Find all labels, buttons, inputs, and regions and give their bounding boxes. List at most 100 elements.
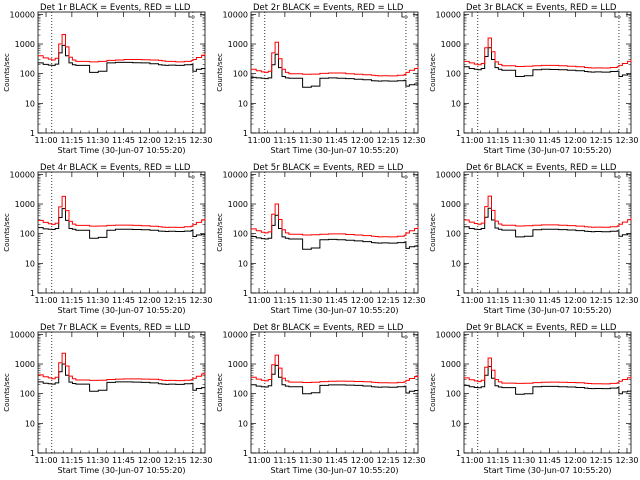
x-tick-label: 11:00: [461, 136, 484, 145]
y-axis-label: Counts/sec: [216, 53, 224, 92]
lld-series-line: [38, 34, 206, 63]
x-tick-label: 11:45: [325, 456, 348, 465]
x-axis-label: Start Time (30-Jun-07 10:55:20): [271, 466, 399, 475]
chart-svg: Det 4r BLACK = Events, RED = LLD 1 10 100 10…: [3, 163, 213, 315]
chart-svg: Det 3r BLACK = Events, RED = LLD 1 10 100 10…: [429, 3, 639, 155]
plot-frame: [37, 331, 206, 454]
chart-svg: Det 7r BLACK = Events, RED = LLD 1 10 100 10…: [3, 323, 213, 475]
x-tick-label: 12:00: [138, 296, 161, 305]
detector-panel: Det 7r BLACK = Events, RED = LLD 1 10 100 10…: [0, 320, 213, 480]
interval-marker: [401, 12, 408, 18]
chart-title: Det 5r BLACK = Events, RED = LLD: [253, 163, 404, 173]
detector-panel: Det 1r BLACK = Events, RED = LLD 1 10 100 10…: [0, 0, 213, 160]
y-tick-label: 1: [243, 449, 248, 458]
x-tick-label: 11:45: [538, 456, 561, 465]
events-series-line: [464, 207, 632, 238]
x-tick-label: 12:00: [564, 136, 587, 145]
chart-title: Det 4r BLACK = Events, RED = LLD: [40, 163, 191, 173]
chart-title: Det 9r BLACK = Events, RED = LLD: [466, 323, 617, 333]
y-tick-label: 100: [20, 70, 35, 79]
y-tick-label: 10: [451, 419, 461, 428]
plot-frame: [463, 11, 632, 134]
x-axis-label: Start Time (30-Jun-07 10:55:20): [484, 146, 612, 155]
x-tick-label: 11:45: [538, 136, 561, 145]
y-tick-label: 1: [30, 289, 35, 298]
x-tick-label: 12:15: [377, 136, 400, 145]
y-axis-label: Counts/sec: [3, 53, 11, 92]
x-axis-label: Start Time (30-Jun-07 10:55:20): [271, 306, 399, 315]
y-tick-label: 1: [456, 449, 461, 458]
detector-panel: Det 4r BLACK = Events, RED = LLD 1 10 100 10…: [0, 160, 213, 320]
lld-series-line: [464, 37, 632, 69]
chart-title: Det 7r BLACK = Events, RED = LLD: [40, 323, 191, 333]
x-tick-label: 11:00: [35, 296, 58, 305]
interval-marker: [188, 172, 195, 178]
y-tick-label: 100: [446, 230, 461, 239]
x-tick-label: 11:30: [512, 456, 535, 465]
chart-title: Det 3r BLACK = Events, RED = LLD: [466, 3, 617, 13]
x-axis-label: Start Time (30-Jun-07 10:55:20): [58, 146, 186, 155]
y-tick-label: 1: [456, 289, 461, 298]
plot-frame: [250, 331, 419, 454]
x-tick-label: 12:00: [351, 136, 374, 145]
x-tick-label: 12:30: [615, 456, 638, 465]
y-tick-label: 1000: [441, 200, 461, 209]
x-tick-label: 11:15: [273, 136, 296, 145]
x-tick-label: 12:15: [590, 456, 613, 465]
detector-panel: Det 9r BLACK = Events, RED = LLD 1 10 100 10…: [426, 320, 639, 480]
x-tick-label: 11:30: [299, 136, 322, 145]
events-series-line: [464, 47, 632, 77]
y-tick-label: 1000: [441, 360, 461, 369]
x-tick-label: 11:45: [538, 296, 561, 305]
x-tick-label: 12:30: [402, 456, 425, 465]
y-tick-label: 1000: [228, 200, 248, 209]
x-tick-label: 12:30: [189, 456, 212, 465]
events-series-line: [38, 208, 206, 239]
y-tick-label: 100: [446, 390, 461, 399]
x-tick-label: 11:15: [60, 456, 83, 465]
x-tick-label: 11:30: [86, 296, 109, 305]
x-axis-label: Start Time (30-Jun-07 10:55:20): [271, 146, 399, 155]
chart-svg: Det 2r BLACK = Events, RED = LLD 1 10 100 10…: [216, 3, 426, 155]
x-tick-label: 12:30: [189, 136, 212, 145]
x-tick-label: 12:15: [377, 296, 400, 305]
y-tick-label: 10: [238, 419, 248, 428]
x-tick-label: 12:15: [377, 456, 400, 465]
y-tick-label: 1: [243, 129, 248, 138]
chart-svg: Det 8r BLACK = Events, RED = LLD 1 10 100 10…: [216, 323, 426, 475]
y-tick-label: 1000: [15, 40, 35, 49]
chart-svg: Det 5r BLACK = Events, RED = LLD 1 10 100 10…: [216, 163, 426, 315]
y-tick-label: 1: [456, 129, 461, 138]
y-axis-label: Counts/sec: [429, 53, 437, 92]
y-axis-label: Counts/sec: [429, 213, 437, 252]
y-axis-label: Counts/sec: [216, 213, 224, 252]
x-tick-label: 11:30: [299, 456, 322, 465]
x-tick-label: 11:30: [86, 136, 109, 145]
x-tick-label: 11:15: [486, 296, 509, 305]
x-tick-label: 12:00: [564, 296, 587, 305]
plot-frame: [37, 11, 206, 134]
y-tick-label: 1000: [228, 360, 248, 369]
x-tick-label: 11:00: [461, 456, 484, 465]
x-tick-label: 11:15: [60, 296, 83, 305]
x-tick-label: 12:30: [615, 136, 638, 145]
plot-frame: [250, 171, 419, 294]
interval-marker: [614, 332, 621, 338]
chart-title: Det 6r BLACK = Events, RED = LLD: [466, 163, 617, 173]
x-tick-label: 11:00: [248, 296, 271, 305]
y-tick-label: 100: [233, 390, 248, 399]
x-tick-label: 12:30: [402, 136, 425, 145]
plot-frame: [250, 11, 419, 134]
events-series-line: [38, 363, 206, 392]
x-tick-label: 12:15: [164, 296, 187, 305]
interval-marker: [401, 172, 408, 178]
x-tick-label: 12:15: [164, 456, 187, 465]
y-tick-label: 10: [25, 259, 35, 268]
x-tick-label: 11:15: [486, 136, 509, 145]
lld-series-line: [464, 195, 632, 228]
x-tick-label: 11:45: [112, 456, 135, 465]
lld-series-line: [251, 354, 419, 384]
x-tick-label: 12:00: [351, 296, 374, 305]
y-tick-label: 10: [25, 99, 35, 108]
chart-svg: Det 1r BLACK = Events, RED = LLD 1 10 100 10…: [3, 3, 213, 155]
